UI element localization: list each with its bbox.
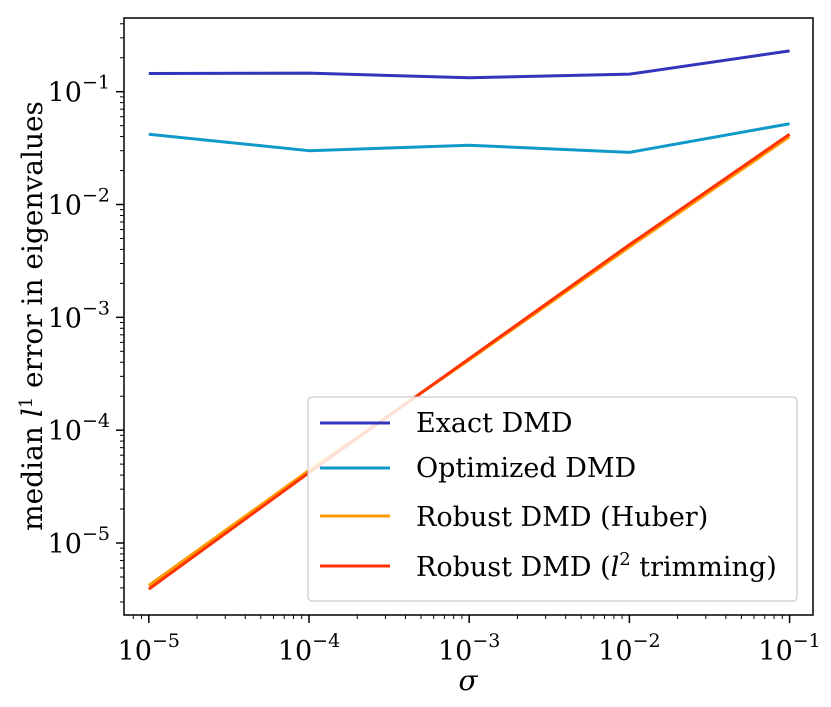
x-tick-label-base-1: 10 (278, 636, 312, 667)
series-line-3 (147, 132, 791, 591)
x-tick-label-exp-1: −4 (312, 630, 340, 652)
y-tick-label-exp-1: −4 (82, 410, 110, 432)
y-tick-label-base-2: 10 (48, 303, 82, 334)
legend-label-optimized-dmd: Optimized DMD (416, 453, 636, 484)
x-tick-label-1: 10−4 (278, 630, 340, 667)
x-axis: 10−5 10−4 10−3 10−2 10−1 (118, 615, 821, 667)
y-tick-label-exp-4: −1 (82, 72, 110, 94)
x-tick-label-base-0: 10 (118, 636, 152, 667)
y-tick-label-base-3: 10 (48, 191, 82, 222)
legend-label-robust-dmd-trimming: Robust DMD (l2 trimming) (416, 549, 777, 583)
y-tick-label-4: 10−1 (48, 72, 110, 109)
y-tick-label-exp-0: −5 (82, 523, 110, 545)
x-tick-label-exp-0: −5 (152, 630, 180, 652)
legend-label-trimming-prefix: Robust DMD ( (416, 552, 611, 583)
y-tick-label-base-4: 10 (48, 78, 82, 109)
x-tick-label-base-3: 10 (598, 636, 632, 667)
y-tick-label-exp-2: −3 (82, 297, 110, 319)
legend-label-trimming-suffix: trimming) (631, 552, 777, 583)
y-axis-label-superscript: 1 (16, 397, 37, 408)
series-line-0 (148, 49, 790, 80)
series-line-1 (148, 122, 790, 154)
y-tick-label-2: 10−3 (48, 297, 110, 334)
y-axis-label-italic: l (16, 408, 49, 417)
y-tick-label-base-0: 10 (48, 529, 82, 560)
x-tick-label-3: 10−2 (598, 630, 660, 667)
x-tick-label-2: 10−3 (438, 630, 500, 667)
series-layer (147, 49, 791, 591)
y-tick-label-base-1: 10 (48, 416, 82, 447)
y-tick-label-1: 10−4 (48, 410, 110, 447)
x-tick-label-4: 10−1 (758, 630, 820, 667)
legend-label-robust-dmd-huber: Robust DMD (Huber) (416, 502, 708, 533)
y-tick-label-exp-3: −2 (82, 185, 110, 207)
legend-label-trimming-italic: l (611, 552, 620, 583)
legend-label-trimming-superscript: 2 (619, 549, 630, 570)
x-axis-label: σ (458, 664, 478, 697)
y-tick-label-0: 10−5 (48, 523, 110, 560)
legend-label-exact-dmd: Exact DMD (416, 408, 573, 439)
y-tick-label-3: 10−2 (48, 185, 110, 222)
legend-box (307, 396, 798, 602)
y-axis-label-suffix: error in eigenvalues (16, 101, 49, 397)
legend: Exact DMD Optimized DMD Robust DMD (Hube… (307, 396, 798, 602)
x-tick-label-exp-3: −2 (633, 630, 661, 652)
x-tick-label-base-4: 10 (758, 636, 792, 667)
y-axis-label: median l1 error in eigenvalues (16, 101, 49, 531)
x-tick-label-0: 10−5 (118, 630, 180, 667)
y-axis-label-prefix: median (16, 417, 49, 531)
x-tick-label-base-2: 10 (438, 636, 472, 667)
x-tick-label-exp-4: −1 (793, 630, 821, 652)
x-tick-label-exp-2: −3 (472, 630, 500, 652)
y-axis: 10−510−410−310−210−1 (48, 23, 124, 603)
